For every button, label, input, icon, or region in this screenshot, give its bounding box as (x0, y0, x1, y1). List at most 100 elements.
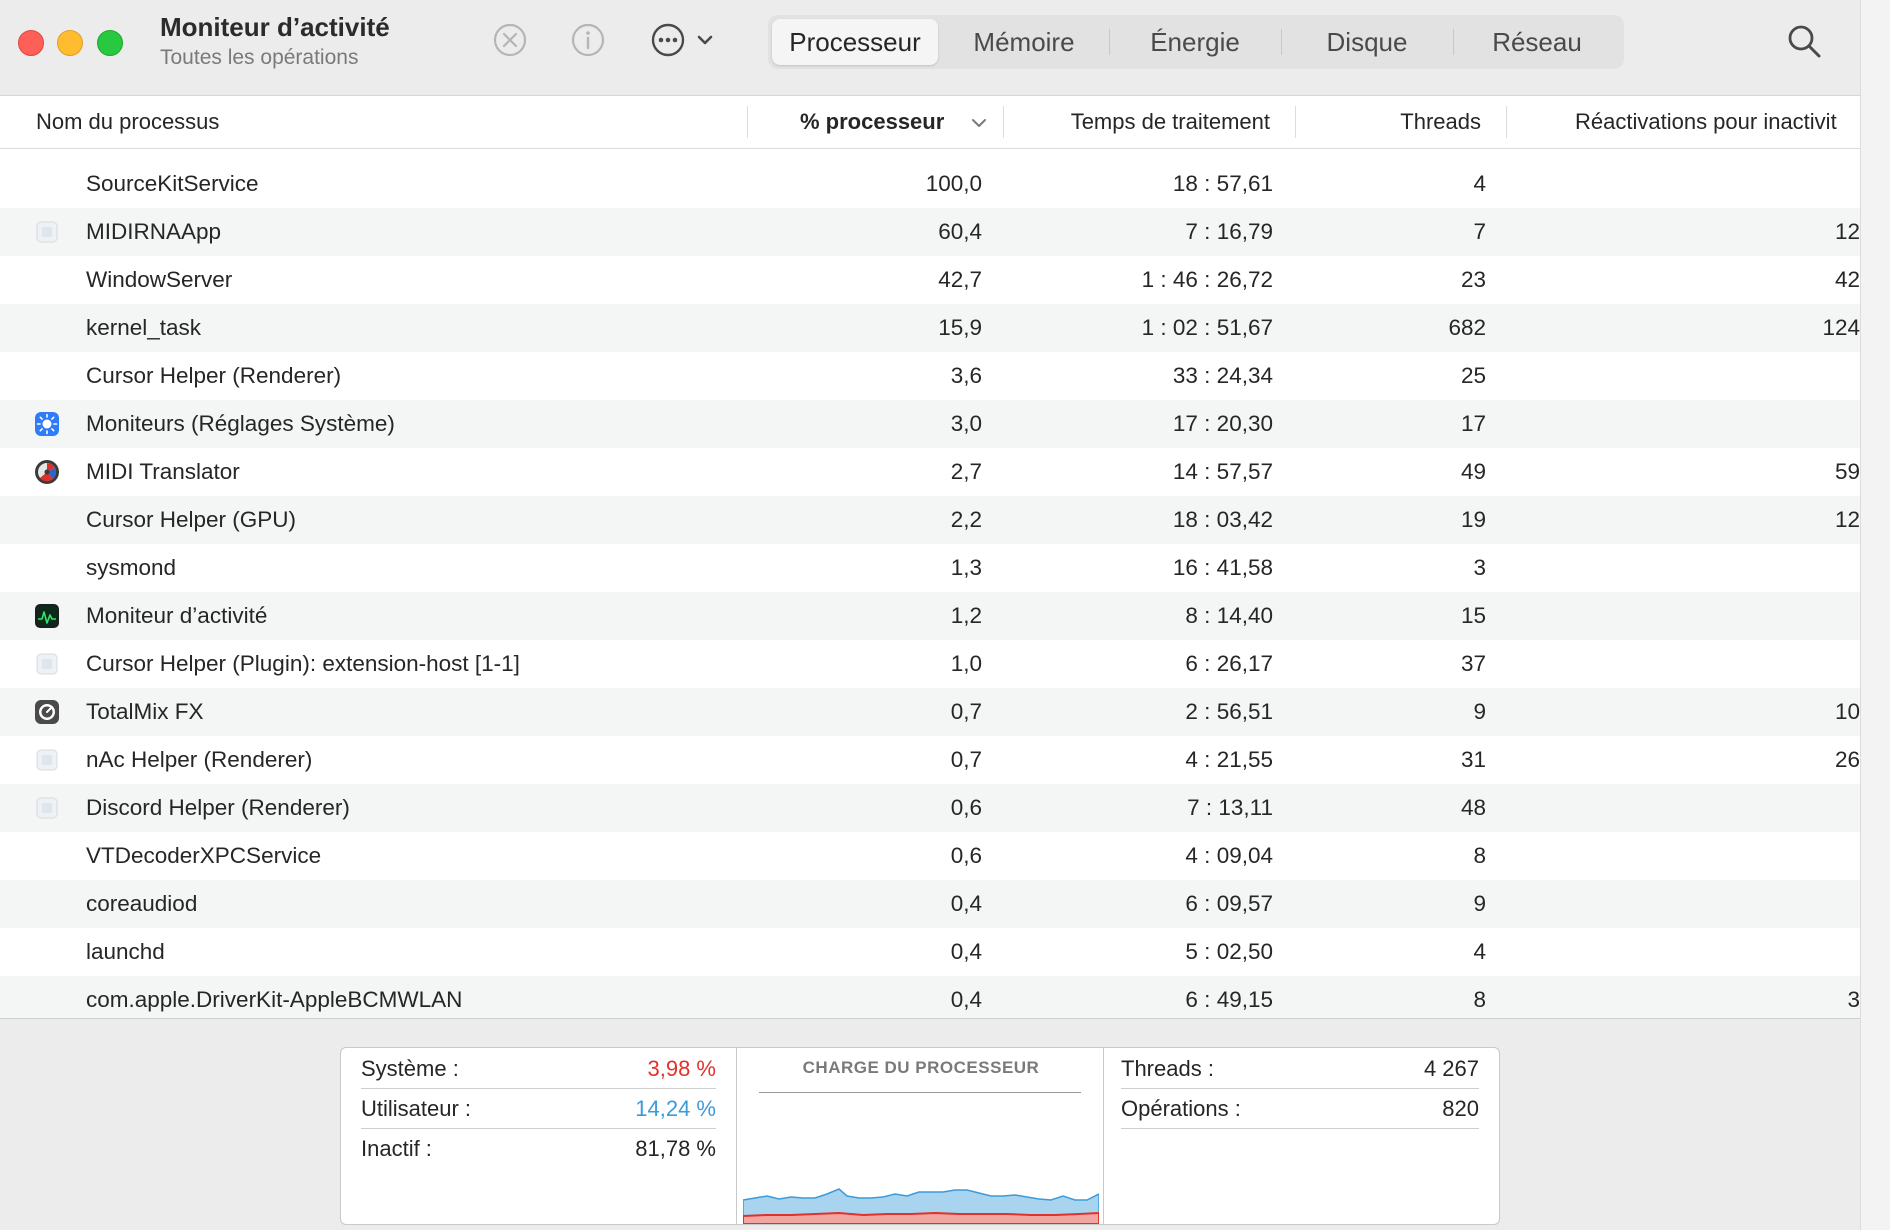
tab-memory[interactable]: Mémoire (973, 27, 1075, 57)
process-row[interactable]: SourceKitService 100,0 18 : 57,61 4 (0, 160, 1860, 208)
process-cpu-percent: 0,6 (950, 795, 982, 820)
stop-process-button[interactable] (492, 22, 528, 58)
process-cpu-time: 16 : 41,58 (1172, 555, 1273, 580)
process-idle-wakeups: 12 (1834, 507, 1860, 532)
search-button[interactable] (1785, 22, 1825, 62)
process-row[interactable]: TotalMix FX 0,7 2 : 56,51 9 10 (0, 688, 1860, 736)
process-idle-wakeups: 3 (1847, 987, 1860, 1012)
process-cpu-time: 6 : 49,15 (1185, 987, 1273, 1012)
generic-app-icon (36, 749, 58, 771)
process-cpu-time: 1 : 02 : 51,67 (1141, 315, 1273, 340)
more-actions-button[interactable] (650, 22, 720, 58)
process-threads: 19 (1460, 507, 1486, 532)
process-name: MIDIRNAApp (86, 219, 222, 244)
info-icon (571, 23, 605, 57)
process-threads: 9 (1473, 699, 1486, 724)
ellipsis-icon (651, 23, 685, 57)
column-header-cpu[interactable]: % processeur (800, 109, 945, 134)
process-row[interactable]: MIDI Translator 2,7 14 : 57,57 49 59 (0, 448, 1860, 496)
process-idle-wakeups: 42 (1834, 267, 1860, 292)
process-name: Cursor Helper (Renderer) (86, 363, 342, 388)
process-cpu-percent: 15,9 (938, 315, 982, 340)
process-name: launchd (86, 939, 165, 964)
midi-translator-icon (35, 460, 59, 484)
totalmix-icon (35, 700, 59, 724)
process-cpu-percent: 0,4 (950, 939, 982, 964)
process-row[interactable]: WindowServer 42,7 1 : 46 : 26,72 23 42 (0, 256, 1860, 304)
column-separator[interactable] (1003, 106, 1004, 138)
process-threads: 31 (1460, 747, 1486, 772)
process-row[interactable]: launchd 0,4 5 : 02,50 4 (0, 928, 1860, 976)
process-name: nAc Helper (Renderer) (86, 747, 313, 772)
processes-value: 820 (1442, 1096, 1479, 1121)
cpu-load-graph (743, 1188, 1099, 1224)
user-label: Utilisateur : (361, 1096, 472, 1121)
process-row[interactable]: Cursor Helper (Plugin): extension-host [… (0, 640, 1860, 688)
process-row[interactable]: Cursor Helper (Renderer) 3,6 33 : 24,34 25 (0, 352, 1860, 400)
user-stat: Utilisateur : 14,24 % (361, 1090, 716, 1129)
process-name: Discord Helper (Renderer) (86, 795, 350, 820)
tab-network[interactable]: Réseau (1492, 27, 1582, 57)
column-separator[interactable] (1506, 106, 1507, 138)
process-cpu-time: 7 : 16,79 (1185, 219, 1273, 244)
process-row[interactable]: Discord Helper (Renderer) 0,6 7 : 13,11 48 (0, 784, 1860, 832)
process-threads: 9 (1473, 891, 1486, 916)
threads-stat: Threads : 4 267 (1121, 1050, 1479, 1089)
process-name: MIDI Translator (86, 459, 240, 484)
process-row[interactable]: coreaudiod 0,4 6 : 09,57 9 (0, 880, 1860, 928)
display-settings-icon (35, 412, 59, 436)
system-load-area (743, 1211, 1099, 1224)
process-row[interactable]: Cursor Helper (GPU) 2,2 18 : 03,42 19 12 (0, 496, 1860, 544)
tab-energy[interactable]: Énergie (1150, 27, 1240, 57)
process-row[interactable]: nAc Helper (Renderer) 0,7 4 : 21,55 31 26 (0, 736, 1860, 784)
window-subtitle[interactable]: Toutes les opérations (160, 46, 359, 69)
column-header-threads[interactable]: Threads (1400, 109, 1481, 134)
process-threads: 17 (1460, 411, 1486, 436)
process-name: WindowServer (86, 267, 233, 292)
process-row[interactable]: MIDIRNAApp 60,4 7 : 16,79 7 12 (0, 208, 1860, 256)
process-row[interactable]: VTDecoderXPCService 0,6 4 : 09,04 8 (0, 832, 1860, 880)
process-table: SourceKitService 100,0 18 : 57,61 4 MIDIRNAA… (0, 160, 1860, 1018)
process-cpu-percent: 2,7 (950, 459, 982, 484)
tab-disk[interactable]: Disque (1326, 27, 1408, 57)
process-cpu-percent: 0,4 (950, 987, 982, 1012)
process-cpu-time: 18 : 03,42 (1172, 507, 1273, 532)
process-row[interactable]: com.apple.DriverKit-AppleBCMWLAN 0,4 6 : 4… (0, 976, 1860, 1018)
column-header-name[interactable]: Nom du processus (36, 109, 220, 134)
process-row[interactable]: kernel_task 15,9 1 : 02 : 51,67 682 124 (0, 304, 1860, 352)
process-cpu-percent: 0,7 (950, 699, 982, 724)
column-separator[interactable] (1295, 106, 1296, 138)
desktop-edge (1860, 0, 1890, 1230)
process-cpu-time: 5 : 02,50 (1185, 939, 1273, 964)
process-cpu-percent: 100,0 (925, 171, 982, 196)
process-threads: 37 (1460, 651, 1486, 676)
process-threads: 25 (1460, 363, 1486, 388)
column-header-time[interactable]: Temps de traitement (1070, 109, 1270, 134)
process-name: Cursor Helper (GPU) (86, 507, 297, 532)
process-cpu-percent: 60,4 (938, 219, 982, 244)
tab-bar: Processeur Mémoire Énergie Disque Réseau (768, 15, 1624, 69)
process-row[interactable]: Moniteurs (Réglages Système) 3,0 17 : 20,3… (0, 400, 1860, 448)
tab-separator (1453, 29, 1454, 55)
process-row[interactable]: sysmond 1,3 16 : 41,58 3 (0, 544, 1860, 592)
close-window-button[interactable] (18, 30, 44, 56)
minimize-window-button[interactable] (57, 30, 83, 56)
cpu-load-title: CHARGE DU PROCESSEUR (802, 1058, 1040, 1077)
process-row[interactable]: Moniteur d’activité 1,2 8 : 14,40 15 (0, 592, 1860, 640)
process-name: SourceKitService (86, 171, 259, 196)
process-cpu-percent: 3,0 (950, 411, 982, 436)
zoom-window-button[interactable] (97, 30, 123, 56)
sort-descending-icon[interactable] (970, 114, 988, 132)
table-header: Nom du processus % processeur Temps de t… (0, 96, 1860, 149)
generic-app-icon (36, 653, 58, 675)
column-header-wakeups[interactable]: Réactivations pour inactivit (1575, 109, 1837, 134)
process-threads: 48 (1460, 795, 1486, 820)
cpu-stats-panel: Système : 3,98 % Utilisateur : 14,24 % I… (340, 1047, 1500, 1225)
process-idle-wakeups: 10 (1834, 699, 1860, 724)
process-threads: 3 (1473, 555, 1486, 580)
column-separator[interactable] (747, 106, 748, 138)
process-cpu-percent: 42,7 (938, 267, 982, 292)
inspect-process-button[interactable] (570, 22, 606, 58)
tab-cpu[interactable]: Processeur (772, 19, 938, 65)
idle-label: Inactif : (361, 1136, 432, 1161)
